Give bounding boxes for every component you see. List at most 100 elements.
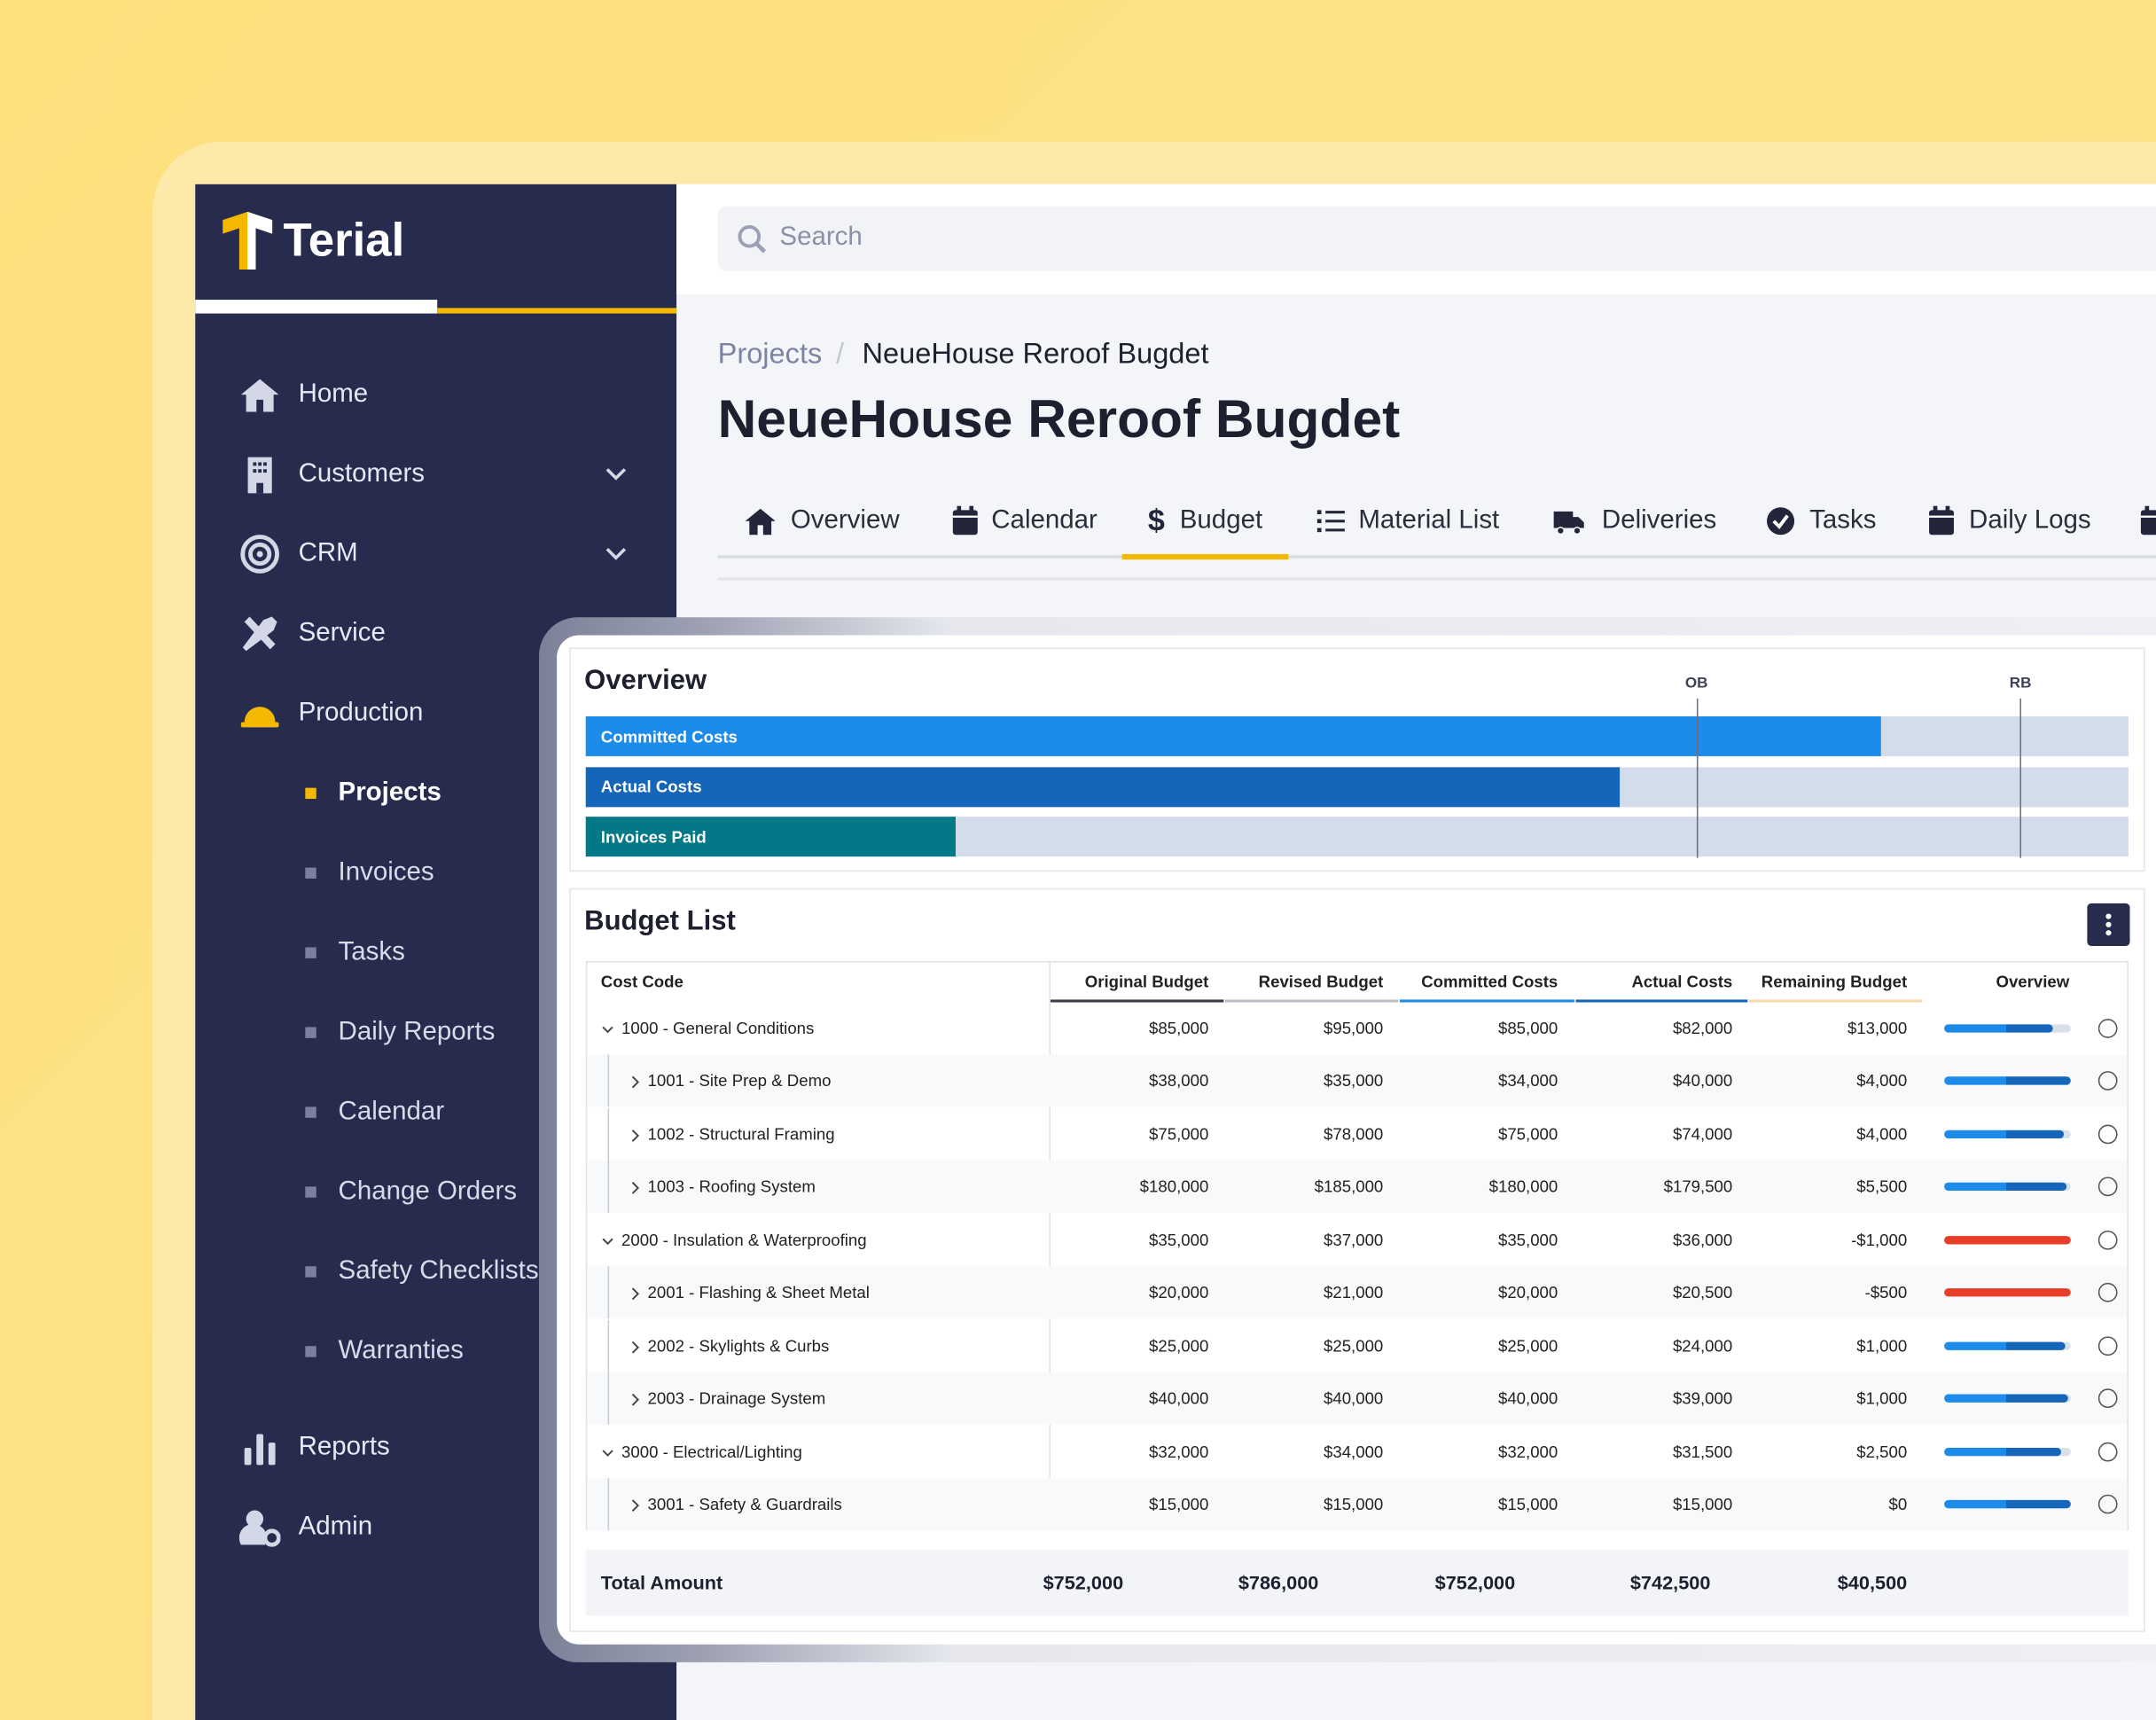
mini-bar <box>1944 1288 2071 1297</box>
row-radio[interactable] <box>2097 1335 2118 1356</box>
nav-bullet <box>305 1186 316 1198</box>
cost-code[interactable]: 3001 - Safety & Guardrails <box>647 1494 842 1514</box>
nav-bullet <box>305 1346 316 1357</box>
cell: $20,000 <box>1497 1283 1558 1302</box>
header-underline <box>1050 999 1224 1003</box>
tab[interactable]: Tasks <box>1809 505 1877 536</box>
row-radio[interactable] <box>2097 1494 2118 1514</box>
cell: $40,000 <box>1497 1388 1558 1409</box>
column-divider <box>1049 961 1051 1531</box>
tab-icon: $ <box>1140 504 1173 538</box>
breadcrumb-separator: / <box>836 338 845 371</box>
breadcrumb-link[interactable]: Projects <box>717 338 823 371</box>
svg-text:$: $ <box>1148 504 1165 537</box>
header-underline <box>1575 999 1748 1003</box>
mini-bar <box>1944 1394 2068 1403</box>
cell: $82,000 <box>1672 1019 1733 1038</box>
cost-code[interactable]: 2003 - Drainage System <box>647 1388 826 1409</box>
search-box[interactable] <box>717 206 2156 271</box>
logo-line <box>195 300 438 314</box>
tab[interactable]: Deliveries <box>1601 505 1717 536</box>
nav-icon <box>239 374 281 416</box>
row-radio[interactable] <box>2097 1283 2118 1302</box>
cell: $32,000 <box>1149 1442 1209 1461</box>
cell: $35,000 <box>1149 1230 1209 1250</box>
nav-bullet <box>305 1106 316 1118</box>
nav-item[interactable]: Service <box>298 618 386 648</box>
mini-bar <box>1944 1235 2071 1245</box>
row-radio[interactable] <box>2097 1071 2118 1091</box>
marker-label: OB <box>1684 675 1708 692</box>
row-chevron <box>599 1231 616 1248</box>
row-chevron <box>627 1285 644 1302</box>
row-shade <box>587 1055 2128 1108</box>
row-shade <box>587 1266 2128 1319</box>
row-radio[interactable] <box>2097 1177 2118 1197</box>
cell: $5,500 <box>1856 1177 1908 1197</box>
overview-title: Overview <box>584 665 707 696</box>
total-value: $752,000 <box>1434 1571 1516 1594</box>
more-button[interactable] <box>2087 903 2130 946</box>
marker-label: RB <box>2009 675 2032 692</box>
row-chevron <box>627 1179 644 1196</box>
bar <box>585 817 957 857</box>
cost-code[interactable]: 2001 - Flashing & Sheet Metal <box>647 1283 870 1302</box>
subnav-item[interactable]: Tasks <box>338 937 405 967</box>
cost-code[interactable]: 3000 - Electrical/Lighting <box>621 1442 802 1461</box>
bar-label: Committed Costs <box>600 726 738 747</box>
row-radio[interactable] <box>2097 1230 2118 1250</box>
nav-item[interactable]: CRM <box>298 538 358 568</box>
total-value: $752,000 <box>1043 1571 1124 1594</box>
budget-panel <box>569 887 2145 1632</box>
nav-item[interactable]: Home <box>298 379 369 409</box>
tab[interactable]: Daily Logs <box>1969 505 2091 536</box>
row-shade <box>587 1161 2128 1214</box>
nav-item[interactable]: Admin <box>298 1512 373 1542</box>
total-value: $742,500 <box>1629 1571 1711 1594</box>
row-chevron <box>599 1020 616 1037</box>
row-radio[interactable] <box>2097 1442 2118 1461</box>
nav-icon <box>238 1507 281 1549</box>
cost-code[interactable]: 1002 - Structural Framing <box>647 1124 835 1145</box>
cell: $34,000 <box>1324 1442 1384 1461</box>
tab[interactable]: Calendar <box>991 505 1098 536</box>
tab[interactable]: Material List <box>1358 505 1500 536</box>
row-radio[interactable] <box>2097 1019 2118 1038</box>
subnav-item[interactable]: Invoices <box>338 857 434 887</box>
nav-item[interactable]: Customers <box>298 458 426 489</box>
tab[interactable]: Budget <box>1179 505 1263 536</box>
tree-line <box>607 1478 610 1531</box>
cost-code[interactable]: 2000 - Insulation & Waterproofing <box>621 1230 867 1250</box>
cost-code[interactable]: 1000 - General Conditions <box>621 1019 815 1038</box>
cell: $2,500 <box>1856 1442 1908 1461</box>
subnav-item[interactable]: Safety Checklists <box>338 1256 539 1286</box>
bar-label: Actual Costs <box>600 777 702 796</box>
cell: $31,500 <box>1672 1442 1733 1461</box>
cell: $180,000 <box>1488 1177 1558 1197</box>
row-radio[interactable] <box>2097 1388 2118 1409</box>
cost-code[interactable]: 1003 - Roofing System <box>647 1177 816 1197</box>
subnav-item[interactable]: Projects <box>338 778 441 808</box>
cell: $1,000 <box>1856 1388 1908 1409</box>
cost-code[interactable]: 1001 - Site Prep & Demo <box>647 1071 832 1091</box>
cell: $4,000 <box>1856 1071 1908 1091</box>
subnav-item[interactable]: Calendar <box>338 1097 445 1127</box>
nav-item[interactable]: Production <box>298 698 424 728</box>
total-value: $40,500 <box>1837 1571 1908 1594</box>
total-row <box>585 1549 2129 1616</box>
subnav-item[interactable]: Warranties <box>338 1336 464 1365</box>
subnav-item[interactable]: Change Orders <box>338 1177 518 1207</box>
cost-code[interactable]: 2002 - Skylights & Curbs <box>647 1335 830 1356</box>
tree-line <box>607 1161 610 1214</box>
nav-icon <box>239 614 281 655</box>
cell: $20,000 <box>1149 1283 1209 1302</box>
cell: $38,000 <box>1149 1071 1209 1091</box>
tab[interactable]: Overview <box>790 505 900 536</box>
budget-title: Budget List <box>584 905 736 937</box>
tree-line <box>607 1319 610 1372</box>
row-radio[interactable] <box>2097 1124 2118 1145</box>
nav-item[interactable]: Reports <box>298 1432 390 1462</box>
nav-bullet <box>305 1266 316 1278</box>
subnav-item[interactable]: Daily Reports <box>338 1017 496 1047</box>
cell: $180,000 <box>1139 1177 1209 1197</box>
